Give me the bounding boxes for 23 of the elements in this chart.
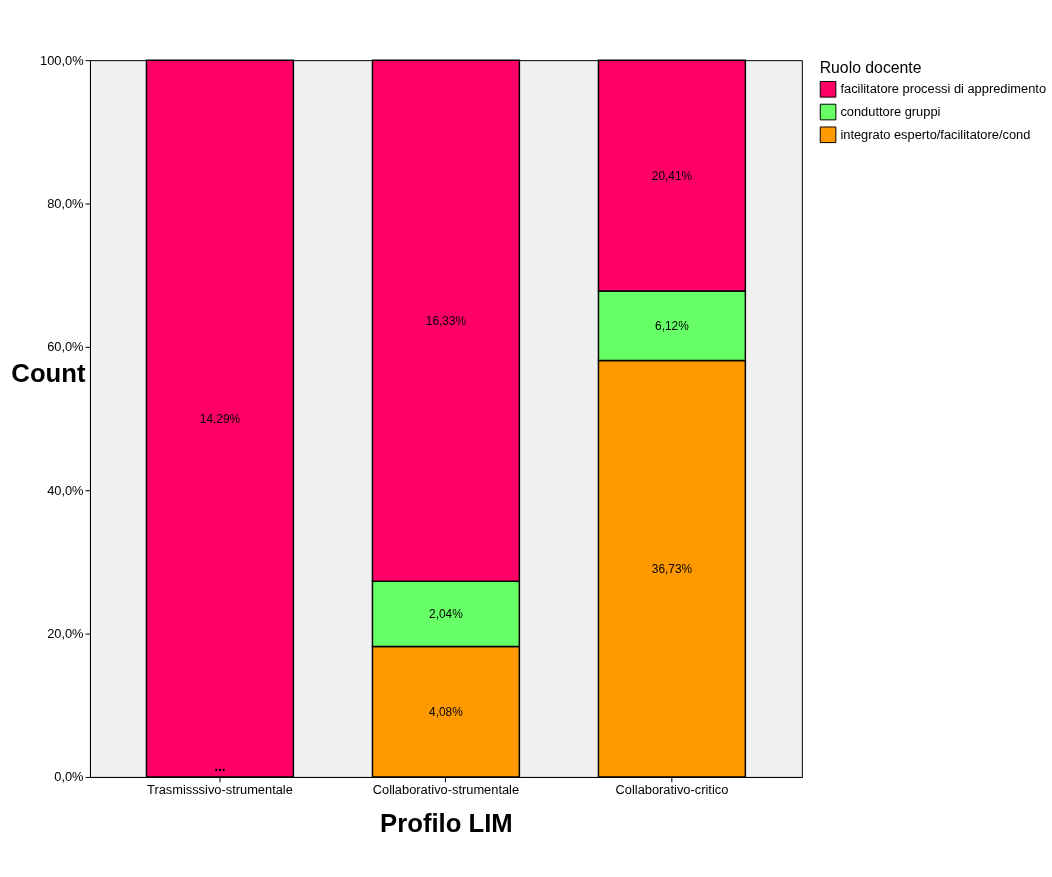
legend-label: conduttore gruppi bbox=[840, 104, 941, 119]
legend-label: facilitatore processi di appredimento bbox=[840, 81, 1047, 97]
y-tick-label: 80,0% bbox=[47, 195, 84, 211]
x-tick-label: Collaborativo-strumentale bbox=[372, 782, 520, 798]
y-axis-title: Count bbox=[11, 358, 86, 387]
y-tick-label: 20,0% bbox=[47, 626, 84, 642]
annotation: 14,29% bbox=[199, 411, 241, 426]
y-tick-label: 60,0% bbox=[47, 339, 84, 355]
legend-title: Ruolo docente bbox=[819, 58, 922, 76]
legend-label: integrato esperto/facilitatore/cond bbox=[840, 126, 1031, 142]
annotation: 36,73% bbox=[651, 561, 693, 576]
annotation: 20,41% bbox=[651, 168, 693, 183]
annotation: 16,33% bbox=[425, 313, 467, 328]
y-tick-label: 40,0% bbox=[47, 482, 84, 498]
annotation: ... bbox=[214, 758, 226, 775]
annotation: 2,04% bbox=[429, 606, 464, 621]
y-tick-label: 100,0% bbox=[39, 52, 84, 68]
y-tick-label: 0,0% bbox=[54, 769, 84, 785]
x-tick-label: Collaborativo-critico bbox=[615, 782, 729, 798]
x-axis-title: Profilo LIM bbox=[380, 808, 513, 837]
annotation: 4,08% bbox=[429, 704, 464, 719]
annotation: 6,12% bbox=[655, 318, 690, 333]
x-tick-label: Trasmisssivo-strumentale bbox=[147, 782, 293, 798]
